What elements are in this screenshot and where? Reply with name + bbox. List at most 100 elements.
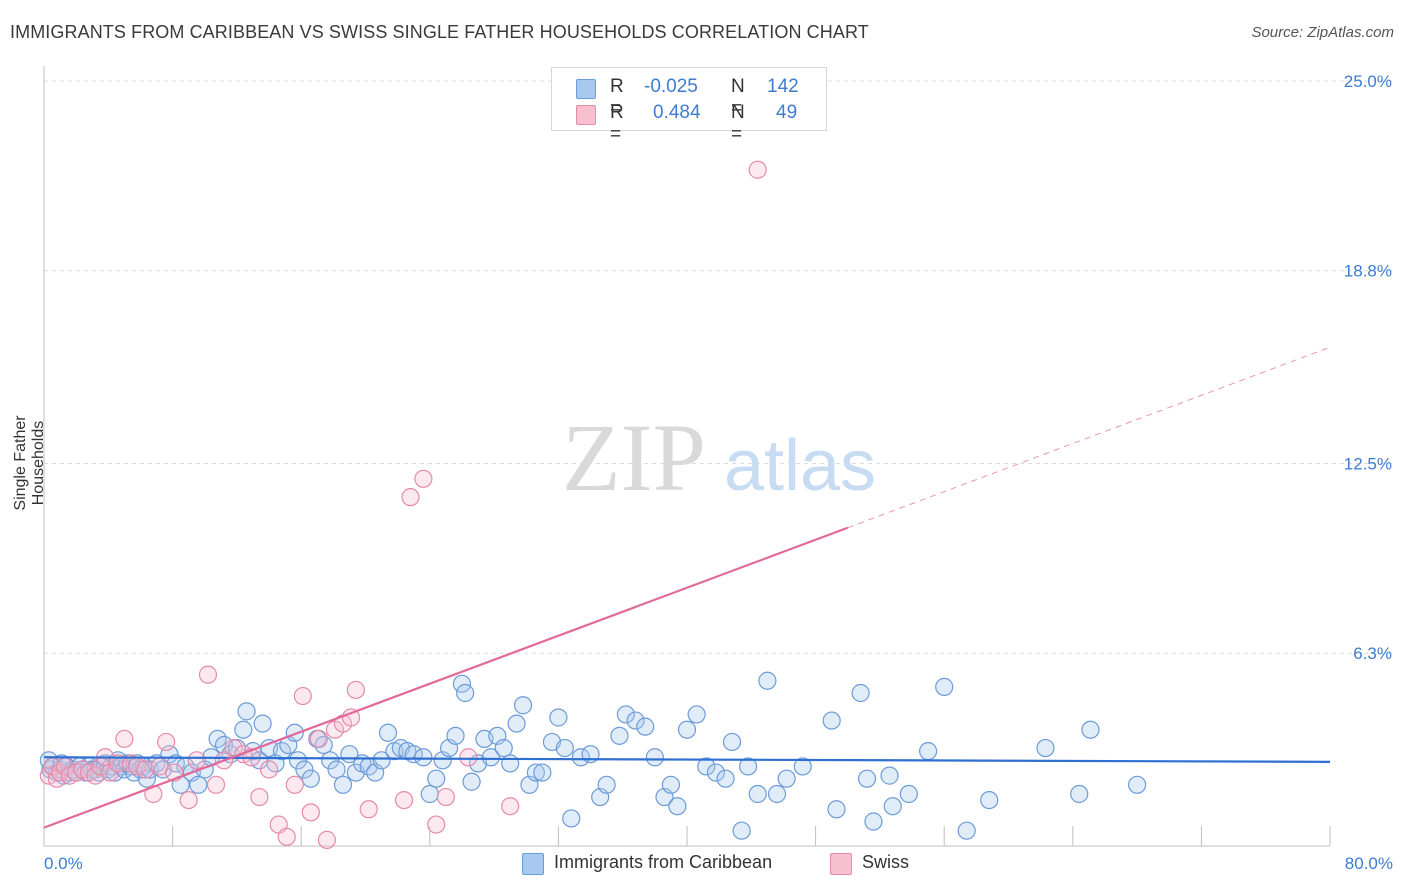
data-point-caribbean bbox=[626, 711, 645, 730]
data-point-swiss bbox=[277, 827, 296, 846]
data-point-caribbean bbox=[636, 717, 655, 736]
x-tick-label: 0.0% bbox=[44, 854, 83, 873]
x-tick-label: 80.0% bbox=[1345, 854, 1393, 873]
data-point-caribbean bbox=[748, 784, 767, 804]
data-point-swiss bbox=[301, 803, 320, 822]
data-point-caribbean bbox=[295, 760, 314, 779]
data-point-caribbean bbox=[494, 738, 513, 758]
data-point-caribbean bbox=[555, 738, 574, 758]
r-value: -0.025 bbox=[644, 76, 698, 97]
data-point-caribbean bbox=[880, 766, 899, 785]
watermark: ZIP atlas bbox=[562, 404, 876, 511]
watermark-zip: ZIP bbox=[562, 404, 706, 511]
data-point-swiss bbox=[144, 784, 163, 804]
r-label: R = bbox=[610, 76, 624, 119]
data-point-caribbean bbox=[597, 775, 616, 794]
data-point-caribbean bbox=[706, 763, 726, 782]
data-point-caribbean bbox=[864, 812, 883, 831]
y-tick-label: 6.3% bbox=[1353, 644, 1392, 663]
r-label: R = bbox=[610, 102, 624, 145]
data-point-caribbean bbox=[446, 726, 465, 745]
data-point-caribbean bbox=[716, 769, 735, 788]
data-point-caribbean bbox=[610, 726, 629, 745]
data-point-swiss bbox=[187, 751, 206, 770]
data-point-caribbean bbox=[732, 821, 751, 840]
data-point-swiss bbox=[501, 797, 520, 816]
data-point-caribbean bbox=[1127, 775, 1147, 794]
data-point-caribbean bbox=[1081, 720, 1100, 739]
data-point-swiss bbox=[157, 732, 176, 752]
data-point-caribbean bbox=[919, 742, 938, 761]
stats-box: R = -0.025 N = 142 R = 0.484 N = 49 bbox=[551, 67, 827, 145]
trend-line-extension bbox=[847, 346, 1331, 529]
source-label: Source: ZipAtlas.com bbox=[1251, 24, 1394, 41]
legend-label-caribbean: Immigrants from Caribbean bbox=[554, 852, 773, 872]
data-point-swiss bbox=[317, 830, 337, 849]
data-point-caribbean bbox=[321, 751, 340, 770]
data-point-swiss bbox=[309, 729, 328, 749]
tick-labels: 6.3% 12.5% 18.8% 25.0% 0.0% 80.0% bbox=[44, 72, 1393, 873]
data-point-caribbean bbox=[851, 683, 870, 703]
data-point-caribbean bbox=[562, 809, 581, 828]
data-point-caribbean bbox=[131, 760, 150, 779]
data-point-swiss bbox=[198, 665, 218, 684]
r-value: 0.484 bbox=[653, 102, 701, 123]
data-point-caribbean bbox=[687, 705, 706, 724]
data-point-caribbean bbox=[883, 797, 902, 816]
data-point-caribbean bbox=[462, 772, 481, 791]
data-point-caribbean bbox=[456, 683, 475, 703]
data-point-swiss bbox=[436, 787, 455, 807]
data-point-caribbean bbox=[526, 763, 545, 782]
data-point-swiss bbox=[206, 775, 226, 794]
trend-line bbox=[43, 526, 849, 829]
data-point-caribbean bbox=[288, 751, 308, 770]
data-point-caribbean bbox=[616, 705, 636, 724]
data-point-caribbean bbox=[980, 790, 999, 810]
data-point-caribbean bbox=[378, 723, 398, 742]
data-point-caribbean bbox=[722, 732, 742, 752]
y-tick-label: 18.8% bbox=[1344, 262, 1392, 281]
watermark-atlas: atlas bbox=[724, 426, 876, 506]
data-point-caribbean bbox=[285, 723, 304, 742]
data-point-caribbean bbox=[668, 797, 687, 816]
data-point-caribbean bbox=[333, 775, 353, 794]
data-point-swiss bbox=[108, 754, 128, 773]
data-point-swiss bbox=[285, 775, 304, 794]
n-value: 49 bbox=[776, 102, 798, 123]
data-point-caribbean bbox=[513, 696, 533, 715]
data-point-swiss bbox=[136, 760, 155, 779]
data-point-caribbean bbox=[481, 748, 500, 767]
data-point-caribbean bbox=[899, 784, 918, 804]
data-point-swiss bbox=[459, 748, 478, 767]
data-points bbox=[39, 160, 1147, 849]
trend-line bbox=[43, 756, 1331, 763]
n-label: N = bbox=[731, 102, 745, 145]
data-point-caribbean bbox=[645, 748, 664, 767]
data-point-caribbean bbox=[935, 677, 954, 696]
data-point-swiss bbox=[86, 766, 105, 785]
data-point-caribbean bbox=[372, 751, 391, 770]
trend-lines bbox=[43, 346, 1331, 829]
legend-swatch-swiss bbox=[830, 853, 852, 875]
data-point-swiss bbox=[414, 469, 433, 488]
data-point-caribbean bbox=[697, 757, 716, 776]
data-point-swiss bbox=[401, 488, 420, 507]
data-point-caribbean bbox=[507, 714, 526, 733]
data-point-caribbean bbox=[767, 784, 787, 804]
data-point-caribbean bbox=[957, 821, 976, 840]
data-point-caribbean bbox=[827, 800, 846, 819]
data-point-caribbean bbox=[501, 754, 520, 773]
n-value: 142 bbox=[767, 76, 799, 97]
data-point-swiss bbox=[250, 787, 269, 807]
data-point-caribbean bbox=[237, 702, 256, 721]
data-point-swiss bbox=[748, 160, 767, 179]
caribbean-swatch bbox=[576, 79, 596, 99]
data-point-swiss bbox=[115, 729, 134, 749]
data-point-caribbean bbox=[189, 775, 208, 794]
data-point-swiss bbox=[259, 760, 279, 779]
data-point-caribbean bbox=[677, 720, 697, 739]
data-point-caribbean bbox=[314, 735, 333, 755]
data-point-swiss bbox=[346, 680, 365, 700]
data-point-caribbean bbox=[1036, 738, 1055, 758]
data-point-caribbean bbox=[758, 671, 777, 690]
